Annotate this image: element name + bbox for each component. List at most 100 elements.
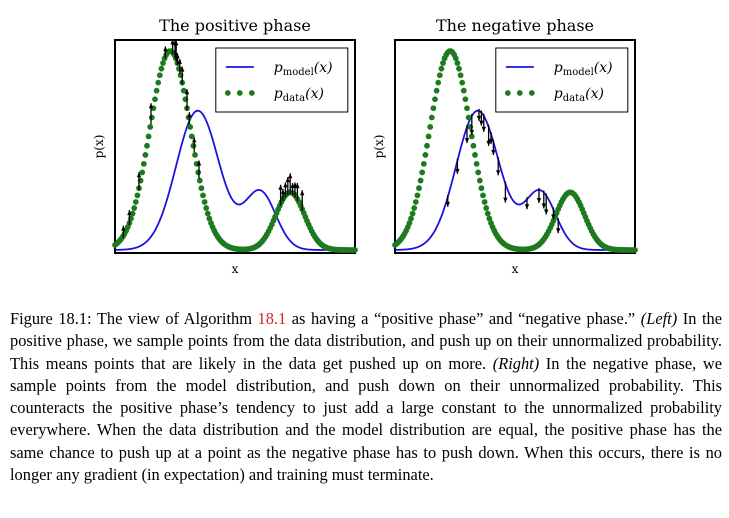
plot-frame (394, 39, 636, 254)
gradient-arrowhead (524, 204, 530, 210)
data-density-dot (481, 199, 488, 205)
panel-title: The negative phase (436, 16, 594, 35)
gradient-arrowhead (464, 138, 470, 144)
panel-title: The positive phase (159, 16, 311, 35)
data-density-dot (440, 60, 446, 66)
data-density-dot (132, 199, 139, 205)
gradient-arrowhead (136, 172, 142, 178)
gradient-arrowhead (551, 214, 556, 220)
gradient-arrowhead (491, 150, 496, 156)
data-density-dot (430, 105, 437, 112)
legend-label: pmodel(x) (274, 60, 333, 78)
data-density-dot (152, 96, 158, 103)
data-density-dot (433, 87, 440, 94)
data-density-dot (204, 210, 211, 217)
gradient-arrowhead (486, 140, 491, 146)
data-density-dot (452, 55, 459, 62)
gradient-arrowhead (481, 126, 486, 132)
data-density-dot (412, 199, 419, 205)
caption-text: In the negative phase, we sample points … (10, 353, 723, 485)
data-density-dot (145, 133, 152, 140)
data-density-dot (414, 192, 421, 199)
gradient-arrowhead (455, 168, 460, 174)
gradient-arrowhead (121, 225, 126, 231)
x-axis-label: x (232, 262, 239, 276)
data-density-dot (139, 169, 146, 176)
gradient-arrowhead (503, 197, 508, 203)
data-density-dot (144, 142, 150, 149)
gradient-arrowhead (280, 189, 286, 195)
model-density-curve (394, 109, 635, 251)
data-density-dot (142, 152, 149, 158)
data-density-dot (153, 87, 160, 94)
data-density-dot (480, 192, 486, 199)
data-density-dot (406, 220, 413, 226)
data-density-dot (422, 152, 429, 158)
data-density-dot (196, 177, 203, 184)
gradient-arrowhead (283, 182, 288, 188)
data-density-dot (352, 247, 358, 253)
gradient-arrowhead (476, 115, 482, 121)
caption-prefix: Figure 18.1: The view of Algorithm (10, 309, 258, 328)
data-density-dot (456, 65, 462, 72)
data-density-dot (156, 72, 163, 79)
gradient-arrowhead (445, 201, 450, 207)
gradient-arrowhead (479, 120, 484, 126)
data-density-dot (147, 124, 154, 130)
gradient-arrowhead (544, 209, 549, 215)
data-density-dot (454, 60, 461, 66)
gradient-arrowhead (177, 58, 182, 64)
data-density-dot (190, 142, 197, 149)
gradient-arrowhead (163, 46, 168, 52)
legend-dot-swatch (224, 90, 231, 96)
gradient-arrowhead (196, 160, 202, 166)
gradient-arrowhead (295, 183, 300, 189)
data-density-dot (468, 133, 475, 140)
data-density-dot (476, 177, 483, 184)
gradient-arrowhead (184, 89, 190, 95)
legend-label: pmodel(x) (554, 60, 613, 78)
data-density-dot (462, 96, 469, 103)
data-density-dot (131, 205, 138, 211)
data-density-dot (188, 133, 195, 140)
gradient-arrowhead (285, 177, 290, 183)
data-density-dot (420, 160, 427, 167)
legend-box (215, 47, 349, 113)
data-density-dot (475, 169, 482, 176)
gradient-arrowhead (488, 139, 494, 145)
gradient-arrowhead (541, 203, 546, 209)
data-density-dot (180, 87, 187, 94)
data-density-dot (473, 160, 480, 167)
data-density-dot (425, 133, 432, 140)
gradient-arrowhead (174, 40, 179, 46)
data-density-dot (483, 205, 490, 211)
data-density-dot (486, 215, 493, 222)
data-density-dot (478, 185, 485, 192)
data-density-dot (470, 142, 477, 149)
data-density-dot (459, 79, 466, 86)
gradient-arrowhead (278, 184, 283, 190)
gradient-arrowhead (300, 190, 305, 196)
gradient-arrowhead (175, 53, 180, 59)
data-density-dot (200, 192, 206, 199)
legend-dot-swatch (528, 90, 535, 96)
data-density-dot (432, 96, 438, 103)
gradient-arrowhead (180, 66, 185, 72)
data-density-dot (160, 60, 166, 66)
gradient-arrowhead (556, 228, 561, 234)
model-density-curve (114, 109, 355, 251)
data-density-dot (428, 114, 435, 121)
data-density-dot (460, 87, 467, 94)
legend-box (495, 47, 629, 113)
algorithm-reference-link[interactable]: 18.1 (257, 309, 287, 328)
plot-frame (114, 39, 356, 254)
data-density-dot (424, 142, 430, 149)
caption-text: In the positive phase, we sample points … (10, 309, 722, 373)
data-density-dot (435, 79, 442, 86)
data-density-dot (417, 177, 424, 184)
data-density-dot (472, 152, 478, 158)
data-density-dot (408, 215, 414, 222)
data-density-dot (155, 79, 162, 86)
legend-dot-swatch (504, 90, 511, 96)
legend-label: pdata(x) (274, 86, 324, 104)
